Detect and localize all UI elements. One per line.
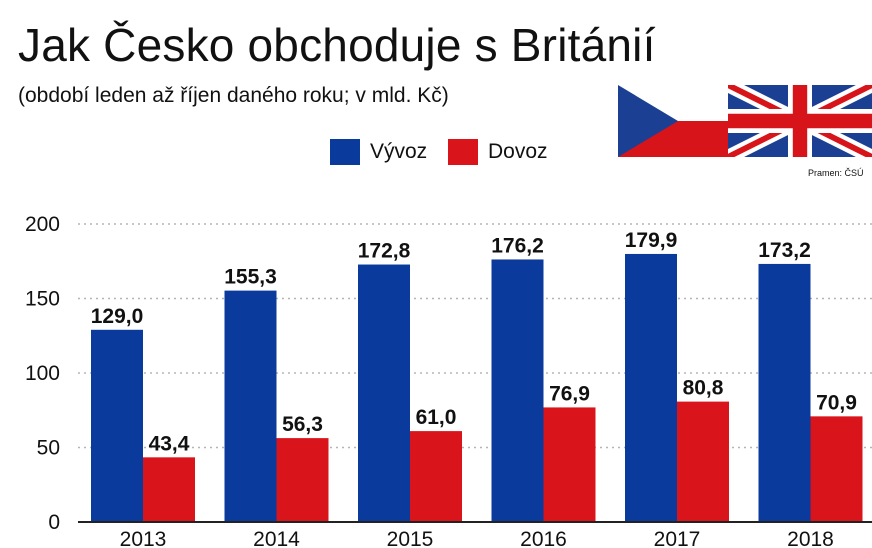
- data-label-import-2015: 61,0: [416, 406, 457, 429]
- data-label-export-2017: 179,9: [625, 229, 678, 252]
- bar-import-2014: [276, 438, 329, 522]
- source-note: Pramen: ČSÚ: [808, 168, 864, 178]
- x-tick-label: 2016: [520, 528, 567, 548]
- bar-import-2013: [143, 457, 195, 522]
- bar-export-2015: [358, 264, 410, 522]
- y-tick-label: 50: [37, 437, 60, 460]
- x-tick-label: 2017: [654, 528, 701, 548]
- y-tick-label: 0: [48, 511, 60, 534]
- x-tick-label: 2015: [387, 528, 434, 548]
- bar-export-2017: [625, 253, 677, 522]
- legend-label-import: Dovoz: [488, 140, 548, 163]
- chart-title: Jak Česko obchoduje s Británií: [18, 19, 656, 71]
- czech-flag-icon: [618, 85, 738, 157]
- bar-export-2018: [758, 263, 811, 522]
- data-label-import-2016: 76,9: [549, 382, 590, 405]
- bar-import-2015: [410, 431, 462, 522]
- legend-label-export: Vývoz: [370, 140, 428, 163]
- legend-item-export: Vývoz: [330, 138, 427, 166]
- y-tick-label: 200: [25, 213, 60, 236]
- x-tick-label: 2018: [787, 528, 834, 548]
- bar-import-2016: [543, 407, 596, 522]
- bar-export-2013: [91, 329, 143, 522]
- data-label-export-2013: 129,0: [91, 305, 144, 328]
- bar-export-2016: [491, 259, 544, 522]
- y-tick-label: 150: [25, 288, 60, 311]
- x-tick-label: 2014: [253, 528, 300, 548]
- bars: [91, 253, 863, 522]
- legend-swatch-import: [448, 139, 478, 165]
- data-label-import-2013: 43,4: [149, 432, 190, 455]
- y-axis: 0 50 100 150 200: [25, 213, 60, 534]
- y-tick-label: 100: [25, 362, 60, 385]
- data-label-export-2018: 173,2: [758, 239, 811, 262]
- bar-import-2017: [677, 401, 729, 522]
- data-label-export-2016: 176,2: [491, 234, 544, 257]
- uk-flag-icon: [728, 85, 872, 157]
- data-label-export-2015: 172,8: [358, 240, 411, 263]
- legend-item-import: Dovoz: [448, 138, 548, 166]
- legend-swatch-export: [330, 139, 360, 165]
- data-labels: 129,0 43,4 155,3 56,3 172,8 61,0 176,2 76,9 179,…: [91, 229, 857, 455]
- data-label-import-2014: 56,3: [282, 413, 323, 436]
- data-label-import-2017: 80,8: [683, 377, 724, 400]
- bar-import-2018: [810, 416, 863, 522]
- x-tick-label: 2013: [120, 528, 167, 548]
- x-axis: 2013 2014 2015 2016 2017 2018: [78, 521, 872, 548]
- chart-subtitle: (období leden až říjen daného roku; v ml…: [18, 84, 449, 107]
- data-label-import-2018: 70,9: [816, 391, 857, 414]
- bar-export-2014: [224, 290, 277, 522]
- data-label-export-2014: 155,3: [224, 266, 277, 289]
- grid-lines: [78, 223, 872, 449]
